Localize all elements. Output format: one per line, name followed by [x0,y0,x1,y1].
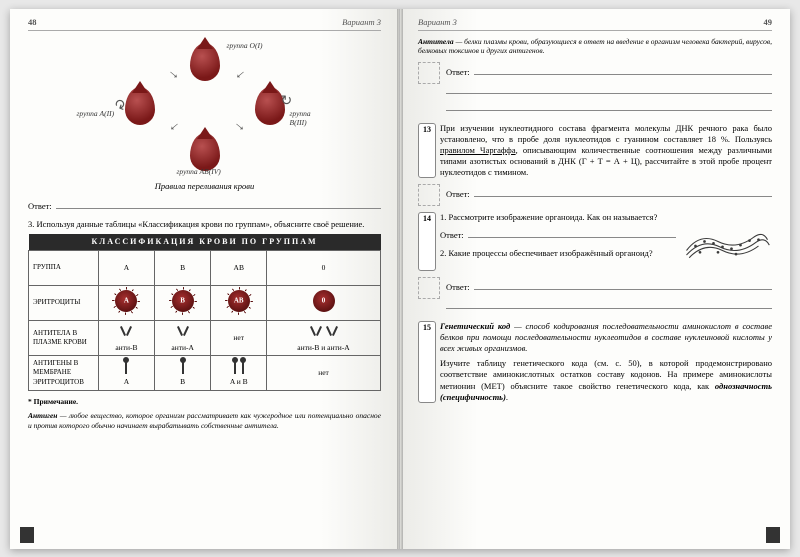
answer-line[interactable] [468,227,676,238]
label-group-a: группа A(II) [77,109,115,119]
cell-ag-ab: A и B [211,356,267,391]
page-left: 48 Вариант 3 группа O(I) группа A(II) гр… [10,9,400,549]
label-group-o: группа O(I) [227,41,263,51]
row-header-antibodies: АНТИТЕЛА В ПЛАЗМЕ КРОВИ [29,321,99,356]
cell-anti-o: анти-B и анти-A [267,321,381,356]
page-tab-icon [766,527,780,543]
label-group-ab: группа AB(IV) [177,167,221,177]
variant-label-right: Вариант 3 [418,17,457,28]
blood-transfusion-diagram: группа O(I) группа A(II) группа B(III) г… [85,37,325,177]
answer-label: Ответ: [446,282,470,293]
row-header-antigens: АНТИГЕНЫ В МЕМБРАНЕ ЭРИТРОЦИТОВ [29,356,99,391]
variant-label-left: Вариант 3 [342,17,381,28]
answer-label: Ответ: [446,67,470,78]
organelle-illustration [682,214,772,269]
arrow-icon: → [228,62,250,85]
antibody-definition: Антитела — белки плазмы крови, образующи… [418,37,772,57]
cell-ery-ab: AB [211,286,267,321]
antibody-icon [308,324,324,340]
arrow-icon: → [228,114,250,137]
page-tab-icon [20,527,34,543]
page-header-right: Вариант 3 49 [418,17,772,31]
page-number-left: 48 [28,17,37,28]
answer-line[interactable] [474,64,772,75]
cell-anti-ab: нет [211,321,267,356]
cell-ery-b: B [154,286,211,321]
diagram-caption: Правила переливания крови [28,181,381,192]
arrow-icon: → [162,114,184,137]
score-box[interactable] [418,62,440,84]
page-number-right: 49 [764,17,773,28]
antigen-icon [125,360,127,374]
page-right: Вариант 3 49 Антитела — белки плазмы кро… [400,9,790,549]
antigen-icon [182,360,184,374]
score-box[interactable] [418,184,440,206]
book-spine [397,9,403,549]
blood-drop-ab [190,133,220,171]
antibody-icon [118,324,134,340]
table-title: КЛАССИФИКАЦИЯ КРОВИ ПО ГРУППАМ [29,234,381,251]
note-label: * Примечание. [28,397,381,407]
cell-group-ab: AB [211,251,267,286]
antigen-definition: Антиген — любое вещество, которое органи… [28,411,381,431]
answer-label: Ответ: [446,189,470,200]
label-group-b: группа B(III) [290,109,325,129]
antibody-icon [324,324,340,340]
cell-group-a: A [99,251,155,286]
erythrocyte-icon: A [115,290,137,312]
score-box[interactable] [418,277,440,299]
book-spread: 48 Вариант 3 группа O(I) группа A(II) гр… [10,9,790,549]
cell-ag-o: нет [267,356,381,391]
cell-group-b: B [154,251,211,286]
answer-line[interactable] [56,198,381,209]
answer-line[interactable] [446,83,772,94]
question-14-text: 1. Рассмотрите изображение органоида. Ка… [440,212,772,271]
question-15-text: Генетический код — способ кодирования по… [440,321,772,402]
answer-line[interactable] [474,279,772,290]
answer-line[interactable] [474,186,772,197]
row-header-erythrocytes: ЭРИТРОЦИТЫ [29,286,99,321]
answer-label: Ответ: [28,201,52,212]
row-header-group: ГРУППА [29,251,99,286]
cell-ag-b: B [154,356,211,391]
blood-drop-a [125,87,155,125]
cell-anti-b: анти-A [154,321,211,356]
cell-ery-o: 0 [267,286,381,321]
antibody-icon [175,324,191,340]
erythrocyte-icon: AB [228,290,250,312]
erythrocyte-icon: B [172,290,194,312]
answer-label: Ответ: [440,230,464,241]
answer-line[interactable] [446,100,772,111]
blood-classification-table: КЛАССИФИКАЦИЯ КРОВИ ПО ГРУППАМ ГРУППА A … [28,234,381,391]
erythrocyte-icon: 0 [313,290,335,312]
arrow-icon: → [162,62,184,85]
antigen-icon [242,360,244,374]
blood-drop-o [190,43,220,81]
page-header-left: 48 Вариант 3 [28,17,381,31]
antigen-icon [234,360,236,374]
question-13-text: При изучении нуклеотидного состава фрагм… [440,123,772,178]
question-number-13: 13 [418,123,436,178]
answer-line[interactable] [446,298,772,309]
cell-anti-a: анти-B [99,321,155,356]
question-number-15: 15 [418,321,436,402]
cell-ag-a: A [99,356,155,391]
question-number-14: 14 [418,212,436,271]
arrow-icon: ↻ [281,93,293,111]
cell-group-o: 0 [267,251,381,286]
task-3-text: 3. Используя данные таблицы «Классификац… [28,219,381,230]
cell-ery-a: A [99,286,155,321]
